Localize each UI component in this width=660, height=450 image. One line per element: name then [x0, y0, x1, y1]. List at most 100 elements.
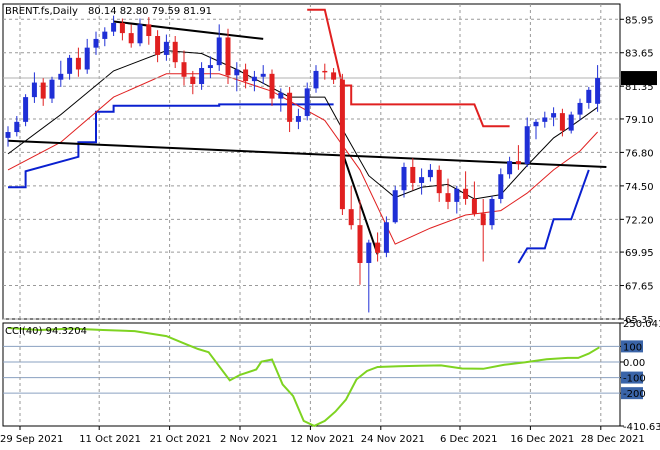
candle-body: [31, 82, 37, 98]
ohlc-label: 80.14 82.80 79.59 81.91: [88, 6, 212, 17]
candle-body: [84, 47, 90, 70]
candle-body: [251, 76, 257, 82]
x-tick-label: 6 Dec 2021: [440, 434, 498, 445]
candle-body: [58, 73, 64, 80]
x-tick-label: 21 Oct 2021: [150, 434, 212, 445]
candle-body: [348, 209, 354, 226]
candle-body: [93, 38, 99, 48]
candle-body: [313, 70, 319, 89]
candle-body: [366, 242, 372, 263]
candle-body: [331, 72, 337, 80]
candle-body: [260, 73, 266, 77]
current-price-label: 81.91: [624, 74, 653, 85]
candle-body: [75, 57, 81, 70]
candle-body: [401, 166, 407, 191]
x-tick-label: 12 Nov 2021: [290, 434, 354, 445]
moving-average-slow: [7, 73, 598, 245]
candle-body: [146, 24, 152, 37]
candle-body: [190, 76, 196, 85]
cci-lines: [7, 327, 600, 428]
candle-body: [295, 116, 301, 122]
candle-body: [533, 121, 539, 127]
candle-body: [586, 89, 592, 103]
candle-body: [216, 37, 222, 66]
candle-body: [304, 88, 310, 117]
cci-line: [7, 327, 600, 428]
price-tick-label: 76.80: [625, 148, 654, 159]
x-axis: 29 Sep 2021 11 Oct 2021 21 Oct 2021 2 Nov 2…: [0, 426, 645, 445]
candle-body: [278, 92, 284, 99]
price-axis: 85.95 83.65 81.35 79.10 76.80 74.50 72.20 69.95…: [620, 15, 657, 326]
candle-body: [243, 69, 249, 82]
candle-body: [357, 225, 363, 263]
price-tick-label: 74.50: [625, 182, 654, 193]
candle-body: [67, 57, 73, 74]
candle-body: [419, 177, 425, 183]
cci-label: CCI(40) 94.3204: [5, 326, 87, 337]
candle-body: [568, 114, 574, 131]
candle-body: [339, 79, 345, 210]
cci-tick-label: 100: [623, 342, 642, 353]
price-tick-label: 72.20: [625, 215, 654, 226]
candle-body: [225, 37, 231, 76]
x-tick-label: 16 Dec 2021: [510, 434, 574, 445]
cci-tick-label: -410.632: [623, 422, 660, 433]
candle-body: [49, 79, 55, 99]
x-tick-label: 11 Oct 2021: [79, 434, 141, 445]
candle-body: [392, 190, 398, 223]
resistance-line: [307, 8, 510, 128]
candle-body: [287, 92, 293, 122]
cci-level-badge: [621, 371, 643, 384]
x-tick-label: 28 Dec 2021: [581, 434, 645, 445]
candle-body: [375, 242, 381, 253]
candle-body: [436, 169, 442, 194]
cci-level-badge: [621, 340, 643, 353]
candle-body: [119, 22, 125, 34]
candle-body: [559, 113, 565, 131]
price-tick-label: 81.35: [625, 82, 654, 93]
cci-frame: [2, 322, 621, 427]
symbol-label: BRENT.fs,Daily: [5, 6, 78, 17]
candle-body: [542, 117, 548, 122]
x-tick-label: 29 Sep 2021: [0, 434, 63, 445]
cci-grid: [2, 322, 621, 427]
candle-body: [383, 222, 389, 253]
candle-body: [207, 65, 213, 69]
candle-body: [111, 22, 117, 32]
cci-level-badge: [621, 387, 643, 400]
candle-body: [471, 198, 477, 214]
price-tick-label: 79.10: [625, 115, 654, 126]
candle-body: [172, 41, 178, 63]
price-tick-label: 85.95: [625, 15, 654, 26]
cci-tick-label: 250.0412: [623, 319, 660, 330]
candle-body: [480, 213, 486, 226]
trend-line: [7, 139, 607, 168]
candle-body: [507, 161, 513, 175]
candle-body: [102, 31, 108, 39]
candle-body: [551, 113, 557, 118]
candles: [5, 15, 601, 313]
support-line-2: [517, 169, 590, 264]
candle-body: [463, 188, 469, 199]
candle-body: [445, 193, 451, 202]
candle-body: [577, 102, 583, 115]
price-tick-label: 67.65: [625, 282, 654, 293]
candle-body: [269, 73, 275, 99]
candle-body: [155, 36, 161, 55]
candle-body: [128, 33, 134, 44]
x-tick-label: 24 Nov 2021: [361, 434, 425, 445]
candle-body: [595, 78, 601, 104]
candle-body: [163, 41, 169, 55]
cci-tick-label: 0.00: [623, 358, 645, 369]
candle-body: [498, 174, 504, 199]
cci-tick-label: -200: [623, 389, 646, 400]
candle-body: [234, 69, 240, 76]
candle-body: [427, 169, 433, 178]
candle-body: [23, 97, 29, 122]
price-tick-label: 83.65: [625, 49, 654, 60]
cci-axis: 250.0412 100 0.00 -100 -200 -410.632: [620, 319, 660, 433]
candle-body: [181, 62, 187, 77]
candle-body: [5, 132, 11, 138]
candle-body: [524, 126, 530, 165]
